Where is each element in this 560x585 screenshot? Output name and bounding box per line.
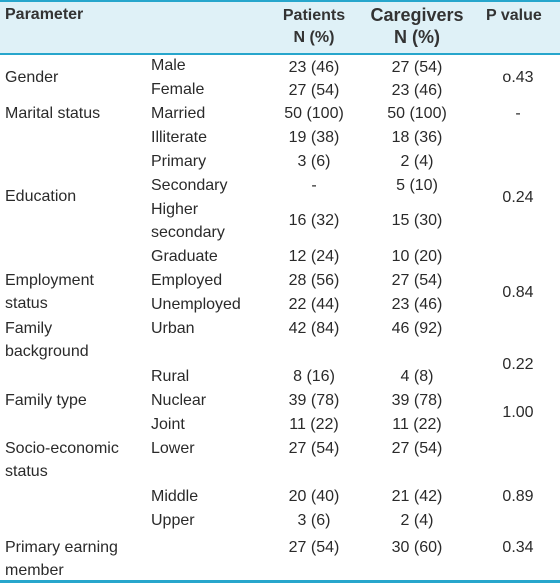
param-family-background-1: Family <box>5 320 53 337</box>
sub-female: Female <box>151 81 205 98</box>
pvalue-family-background: 0.22 <box>502 356 534 373</box>
patients-higher-secondary: 16 (32) <box>288 212 340 229</box>
sub-employed: Employed <box>151 272 223 289</box>
header-caregivers: Caregivers <box>370 5 464 25</box>
caregivers-primary: 2 (4) <box>400 153 434 170</box>
patients-joint: 11 (22) <box>289 416 339 433</box>
table-header-background <box>0 0 560 54</box>
param-primary-earning-2: member <box>5 562 64 579</box>
pvalue-socio-economic: 0.89 <box>502 488 534 505</box>
sub-graduate: Graduate <box>151 248 218 265</box>
sub-middle: Middle <box>151 488 199 505</box>
caregivers-female: 23 (46) <box>391 82 443 99</box>
sub-upper: Upper <box>151 512 195 529</box>
patients-primary-earning: 27 (54) <box>288 539 340 556</box>
caregivers-rural: 4 (8) <box>400 368 434 385</box>
caregivers-nuclear: 39 (78) <box>391 392 443 409</box>
caregivers-employed: 27 (54) <box>391 272 443 289</box>
sub-nuclear: Nuclear <box>151 392 207 409</box>
header-pvalue: P value <box>486 7 542 24</box>
param-socio-economic-2: status <box>5 463 48 480</box>
patients-illiterate: 19 (38) <box>288 129 340 146</box>
caregivers-male: 27 (54) <box>391 59 443 76</box>
caregivers-higher-secondary: 15 (30) <box>391 212 443 229</box>
pvalue-gender: o.43 <box>502 69 534 86</box>
caregivers-lower: 27 (54) <box>391 440 443 457</box>
patients-female: 27 (54) <box>288 82 340 99</box>
patients-urban: 42 (84) <box>288 320 340 337</box>
pvalue-employment: 0.84 <box>502 284 534 301</box>
pvalue-marital: - <box>515 105 521 122</box>
param-socio-economic-1: Socio-economic <box>5 440 119 457</box>
patients-middle: 20 (40) <box>288 488 340 505</box>
patients-upper: 3 (6) <box>297 512 331 529</box>
patients-employed: 28 (56) <box>288 272 340 289</box>
sub-male: Male <box>151 57 186 74</box>
caregivers-married: 50 (100) <box>387 105 447 122</box>
caregivers-illiterate: 18 (36) <box>391 129 443 146</box>
sub-married: Married <box>151 105 206 122</box>
param-gender: Gender <box>5 69 59 86</box>
patients-unemployed: 22 (44) <box>288 296 340 313</box>
sub-unemployed: Unemployed <box>151 296 241 313</box>
header-caregivers-unit: N (%) <box>394 27 440 47</box>
param-education: Education <box>5 188 77 205</box>
pvalue-education: 0.24 <box>502 189 534 206</box>
sub-joint: Joint <box>151 416 185 433</box>
patients-lower: 27 (54) <box>288 440 340 457</box>
caregivers-graduate: 10 (20) <box>391 248 443 265</box>
header-patients-unit: N (%) <box>293 29 335 46</box>
caregivers-urban: 46 (92) <box>391 320 443 337</box>
sub-urban: Urban <box>151 320 195 337</box>
param-primary-earning-1: Primary earning <box>5 539 118 556</box>
header-patients: Patients <box>282 7 346 24</box>
bottom-rule <box>0 580 560 583</box>
caregivers-secondary: 5 (10) <box>396 177 438 194</box>
patients-primary: 3 (6) <box>297 153 331 170</box>
param-family-type: Family type <box>5 392 87 409</box>
param-family-background-2: background <box>5 343 89 360</box>
param-employment-1: Employment <box>5 272 94 289</box>
caregivers-primary-earning: 30 (60) <box>391 539 443 556</box>
header-rule <box>0 53 560 55</box>
caregivers-joint: 11 (22) <box>392 416 442 433</box>
sub-primary: Primary <box>151 153 207 170</box>
patients-graduate: 12 (24) <box>288 248 340 265</box>
pvalue-primary-earning: 0.34 <box>502 539 534 556</box>
sub-rural: Rural <box>151 368 190 385</box>
sub-lower: Lower <box>151 440 195 457</box>
top-rule <box>0 0 560 2</box>
header-parameter: Parameter <box>5 6 84 23</box>
param-marital-status: Marital status <box>5 105 101 122</box>
patients-married: 50 (100) <box>284 105 344 122</box>
param-employment-2: status <box>5 295 48 312</box>
pvalue-family-type: 1.00 <box>502 404 534 421</box>
caregivers-upper: 2 (4) <box>400 512 434 529</box>
patients-rural: 8 (16) <box>293 368 335 385</box>
caregivers-unemployed: 23 (46) <box>391 296 443 313</box>
sub-higher-secondary-1: Higher <box>151 201 199 218</box>
patients-male: 23 (46) <box>288 59 340 76</box>
sub-secondary: Secondary <box>151 177 228 194</box>
patients-nuclear: 39 (78) <box>288 392 340 409</box>
sub-illiterate: Illiterate <box>151 129 208 146</box>
caregivers-middle: 21 (42) <box>391 488 443 505</box>
sub-higher-secondary-2: secondary <box>151 224 225 241</box>
patients-secondary: - <box>311 177 317 194</box>
